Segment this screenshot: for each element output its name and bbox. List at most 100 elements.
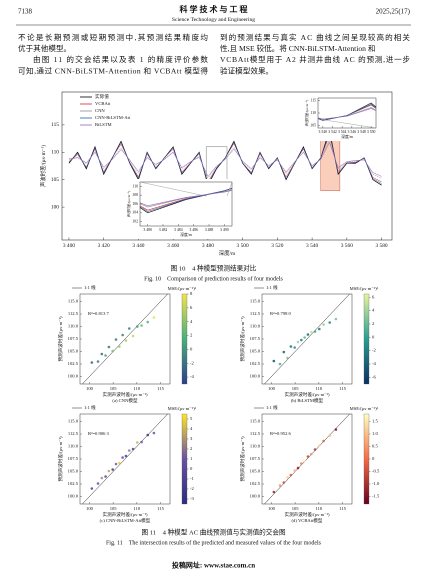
body-line: 由图 11 的交会结果以及表 1 的精度评价参数 (33, 54, 208, 64)
colorbar-tick-label: -0.5 (372, 469, 380, 474)
inset-y-tick-label: 102 (132, 219, 138, 223)
zoom-connector (139, 181, 207, 197)
scatter-point (131, 334, 135, 338)
scatter-point (334, 317, 338, 321)
scatter-point (300, 462, 303, 465)
inset-y-tick-label: 115 (310, 98, 316, 102)
x-tick-label: 110 (315, 386, 322, 391)
colorbar-tick-label: 1.0 (372, 431, 378, 436)
y-tick-label: 100 (51, 204, 59, 210)
scatter-point (278, 362, 282, 366)
x-tick-label: 3 560 (341, 243, 353, 249)
scatter-point (286, 476, 289, 479)
y-tick-label: 105.0 (250, 349, 261, 354)
y-tick-label: 112.5 (68, 431, 79, 436)
x-tick-label: 100 (86, 386, 94, 391)
colorbar (181, 413, 188, 505)
one-to-one-line (264, 293, 350, 385)
colorbar-tick-label: 6 (190, 305, 193, 310)
scatter-point (309, 452, 313, 456)
colorbar (363, 293, 370, 385)
colorbar-tick-label: -6 (372, 374, 377, 379)
colorbar-tick-label: 1 (190, 456, 193, 461)
x-axis-label: 实测声波时差/(μs·m⁻¹) (284, 511, 330, 518)
inset-series-line (318, 104, 376, 121)
y-axis-label: 预测声波时差/(μs·m⁻¹) (57, 436, 64, 482)
y-tick-label: 112.5 (250, 311, 261, 316)
legend-label: 1:1 线 (84, 284, 96, 290)
colorbar-tick-label: 1.5 (372, 419, 378, 424)
y-tick-label: 107.5 (250, 456, 261, 461)
colorbar-tick-label: 8 (190, 291, 193, 296)
inset-series-line (140, 189, 232, 208)
scatter-point (318, 327, 321, 331)
legend-label: BiLSTM (95, 122, 112, 127)
x-axis-label: 深度/m (219, 249, 236, 257)
r-squared: R²=0.952 6 (270, 431, 292, 436)
y-tick-label: 102.5 (250, 361, 261, 366)
scatter-point (313, 330, 317, 333)
scatter-point (118, 461, 121, 465)
colorbar-tick-label: 4 (372, 308, 375, 313)
inset-background (302, 95, 379, 141)
scatter-point (313, 448, 317, 451)
x-tick-label: 105 (110, 386, 118, 391)
x-tick-label: 105 (110, 506, 118, 511)
colorbar-tick-label: -4 (372, 361, 377, 366)
scatter-point (303, 459, 306, 463)
x-tick-label: 110 (133, 506, 140, 511)
inset-x-tick-label: 3 486 (189, 228, 198, 232)
inset-series-line (318, 102, 376, 121)
inset-x-tick-label: 3 488 (205, 228, 214, 232)
scatter-point (289, 473, 293, 477)
inset-x-tick-label: 3 544 (338, 130, 347, 134)
colorbar-tick-label: -2 (190, 486, 195, 491)
x-tick-label: 3 400 (63, 243, 75, 249)
scatter-point (100, 352, 104, 356)
footer-url: 投稿网址: www.stae.com.cn (172, 561, 255, 570)
page-number: 7138 (18, 8, 33, 16)
r-squared: R²=0.906 3 (88, 431, 110, 436)
scatter-point (303, 336, 306, 339)
colorbar-tick-label: 0 (190, 466, 193, 471)
y-tick-label: 115.0 (68, 419, 79, 424)
colorbar-tick-label: -1.5 (372, 494, 380, 499)
scatter-point (90, 487, 94, 490)
scatter-point (322, 323, 325, 326)
inset-y-tick-label: 106 (132, 202, 138, 206)
x-tick-label: 3 420 (98, 243, 110, 249)
colorbar-tick-label: 4 (190, 319, 193, 324)
scatter-point (127, 327, 131, 330)
colorbar-tick-label: 2 (190, 333, 193, 338)
scatter-point (278, 484, 282, 487)
colorbar-tick-label: 5 (190, 416, 193, 421)
scatter-point (121, 333, 124, 337)
y-tick-label: 110.0 (68, 444, 79, 449)
one-to-one-line (82, 413, 168, 505)
scatter-point (146, 433, 150, 437)
inset-series-line (318, 103, 376, 121)
y-tick-label: 105.0 (68, 469, 79, 474)
legend-label: 1:1 线 (266, 284, 278, 290)
scatter-point (114, 462, 118, 466)
inset-x-tick-label: 3 540 (319, 130, 328, 134)
x-tick-label: 3 540 (306, 243, 318, 249)
y-tick-label: 102.5 (68, 361, 79, 366)
y-tick-label: 110 (51, 150, 59, 156)
inset-x-tick-label: 3 480 (143, 228, 152, 232)
colorbar-tick-label: -4 (190, 374, 195, 379)
x-tick-label: 3 440 (132, 243, 144, 249)
inset-x-label: 深度/m (180, 232, 192, 237)
inset-x-tick-label: 3 546 (348, 130, 357, 134)
inset-x-tick-label: 3 482 (159, 228, 168, 232)
x-tick-label: 115 (157, 506, 164, 511)
x-tick-label: 115 (339, 386, 346, 391)
scatter-point (289, 345, 293, 348)
figure-caption-en: Fig. 10 Comparison of prediction results… (144, 275, 283, 282)
scatter-point (114, 338, 118, 341)
colorbar-tick-label: 2 (372, 321, 375, 326)
inset-x-tick-label: 3 484 (174, 228, 183, 232)
x-tick-label: 110 (315, 506, 322, 511)
x-axis-label: 实测声波时差/(μs·m⁻¹) (284, 391, 330, 398)
one-to-one-line (82, 293, 168, 385)
